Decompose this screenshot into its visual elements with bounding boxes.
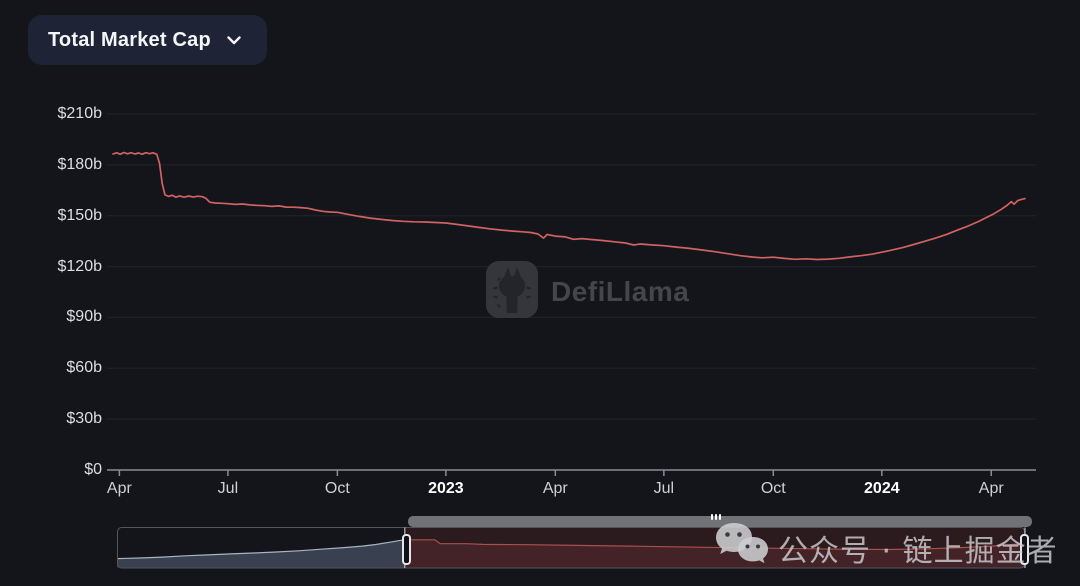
x-axis-label: 2023 xyxy=(428,480,464,497)
navigator-scrollbar[interactable] xyxy=(408,516,1032,527)
metric-selector-label: Total Market Cap xyxy=(48,28,211,51)
y-axis-label: $60b xyxy=(66,359,102,377)
x-axis-label: Oct xyxy=(760,480,786,497)
y-axis-label: $30b xyxy=(66,410,102,428)
y-axis-label: $90b xyxy=(66,308,102,326)
y-axis-label: $150b xyxy=(57,206,103,224)
navigator-selected-area[interactable] xyxy=(404,539,1025,568)
x-axis-label: Jul xyxy=(217,480,239,497)
navigator-right-handle[interactable] xyxy=(1020,534,1029,565)
y-axis-label: $120b xyxy=(57,257,103,275)
x-axis-label: 2024 xyxy=(864,480,900,497)
x-axis-label: Apr xyxy=(978,480,1004,497)
x-axis-label: Jul xyxy=(653,480,675,497)
chart-plot-area[interactable] xyxy=(113,104,1025,470)
y-axis-label: $210b xyxy=(57,105,103,122)
x-axis-label: Apr xyxy=(106,480,132,497)
navigator-unselected-area[interactable] xyxy=(117,539,405,568)
market-cap-line xyxy=(112,151,1026,261)
x-axis-label: Apr xyxy=(542,480,568,497)
chevron-down-icon xyxy=(227,35,241,45)
y-axis-label: $0 xyxy=(84,461,102,478)
y-axis-label: $180b xyxy=(57,155,103,173)
metric-selector-button[interactable]: Total Market Cap xyxy=(28,15,267,65)
navigator-left-handle[interactable] xyxy=(402,534,411,565)
x-axis-label: Oct xyxy=(324,480,350,497)
navigator-grip-icon[interactable] xyxy=(711,514,721,520)
